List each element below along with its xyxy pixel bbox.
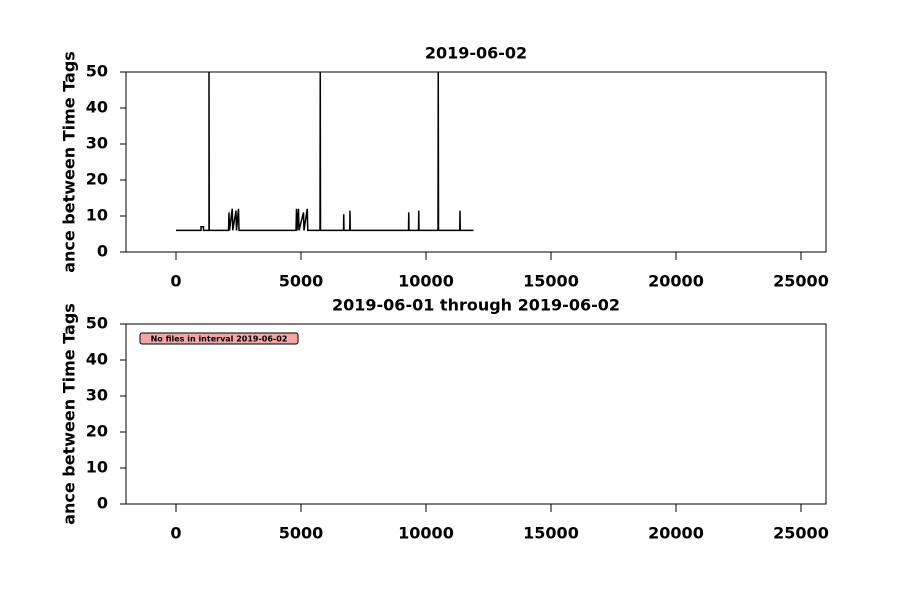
x-tick-label: 25000 — [773, 272, 829, 291]
data-line — [176, 71, 474, 232]
y-axis-label: ance between Time Tags — [60, 303, 79, 525]
y-tick-label: 40 — [86, 98, 108, 117]
y-tick-label: 20 — [86, 422, 108, 441]
y-tick-label: 0 — [97, 494, 108, 513]
x-tick-label: 20000 — [648, 272, 704, 291]
x-tick-label: 15000 — [523, 524, 579, 543]
chart-title: 2019-06-02 — [425, 44, 527, 63]
plot-frame — [125, 71, 827, 253]
x-tick-label: 5000 — [279, 272, 324, 291]
y-axis-label: ance between Time Tags — [60, 51, 79, 273]
y-tick-label: 30 — [86, 134, 108, 153]
x-tick-label: 20000 — [648, 524, 704, 543]
y-tick-label: 40 — [86, 350, 108, 369]
x-tick-label: 25000 — [773, 524, 829, 543]
y-tick-label: 50 — [86, 314, 108, 333]
annotation-text: No files in interval 2019-06-02 — [151, 335, 288, 344]
y-tick-label: 0 — [97, 242, 108, 261]
y-tick-label: 30 — [86, 386, 108, 405]
y-tick-label: 20 — [86, 170, 108, 189]
y-tick-label: 10 — [86, 206, 108, 225]
x-tick-label: 15000 — [523, 272, 579, 291]
x-tick-label: 5000 — [279, 524, 324, 543]
plot-frame — [125, 323, 827, 505]
x-tick-label: 10000 — [398, 272, 454, 291]
annotation: No files in interval 2019-06-02 — [139, 332, 299, 345]
x-tick-label: 10000 — [398, 524, 454, 543]
x-tick-label: 0 — [170, 524, 181, 543]
y-tick-label: 50 — [86, 62, 108, 81]
x-tick-label: 0 — [170, 272, 181, 291]
chart-title: 2019-06-01 through 2019-06-02 — [332, 296, 620, 315]
annotation-box — [139, 332, 299, 345]
y-tick-label: 10 — [86, 458, 108, 477]
